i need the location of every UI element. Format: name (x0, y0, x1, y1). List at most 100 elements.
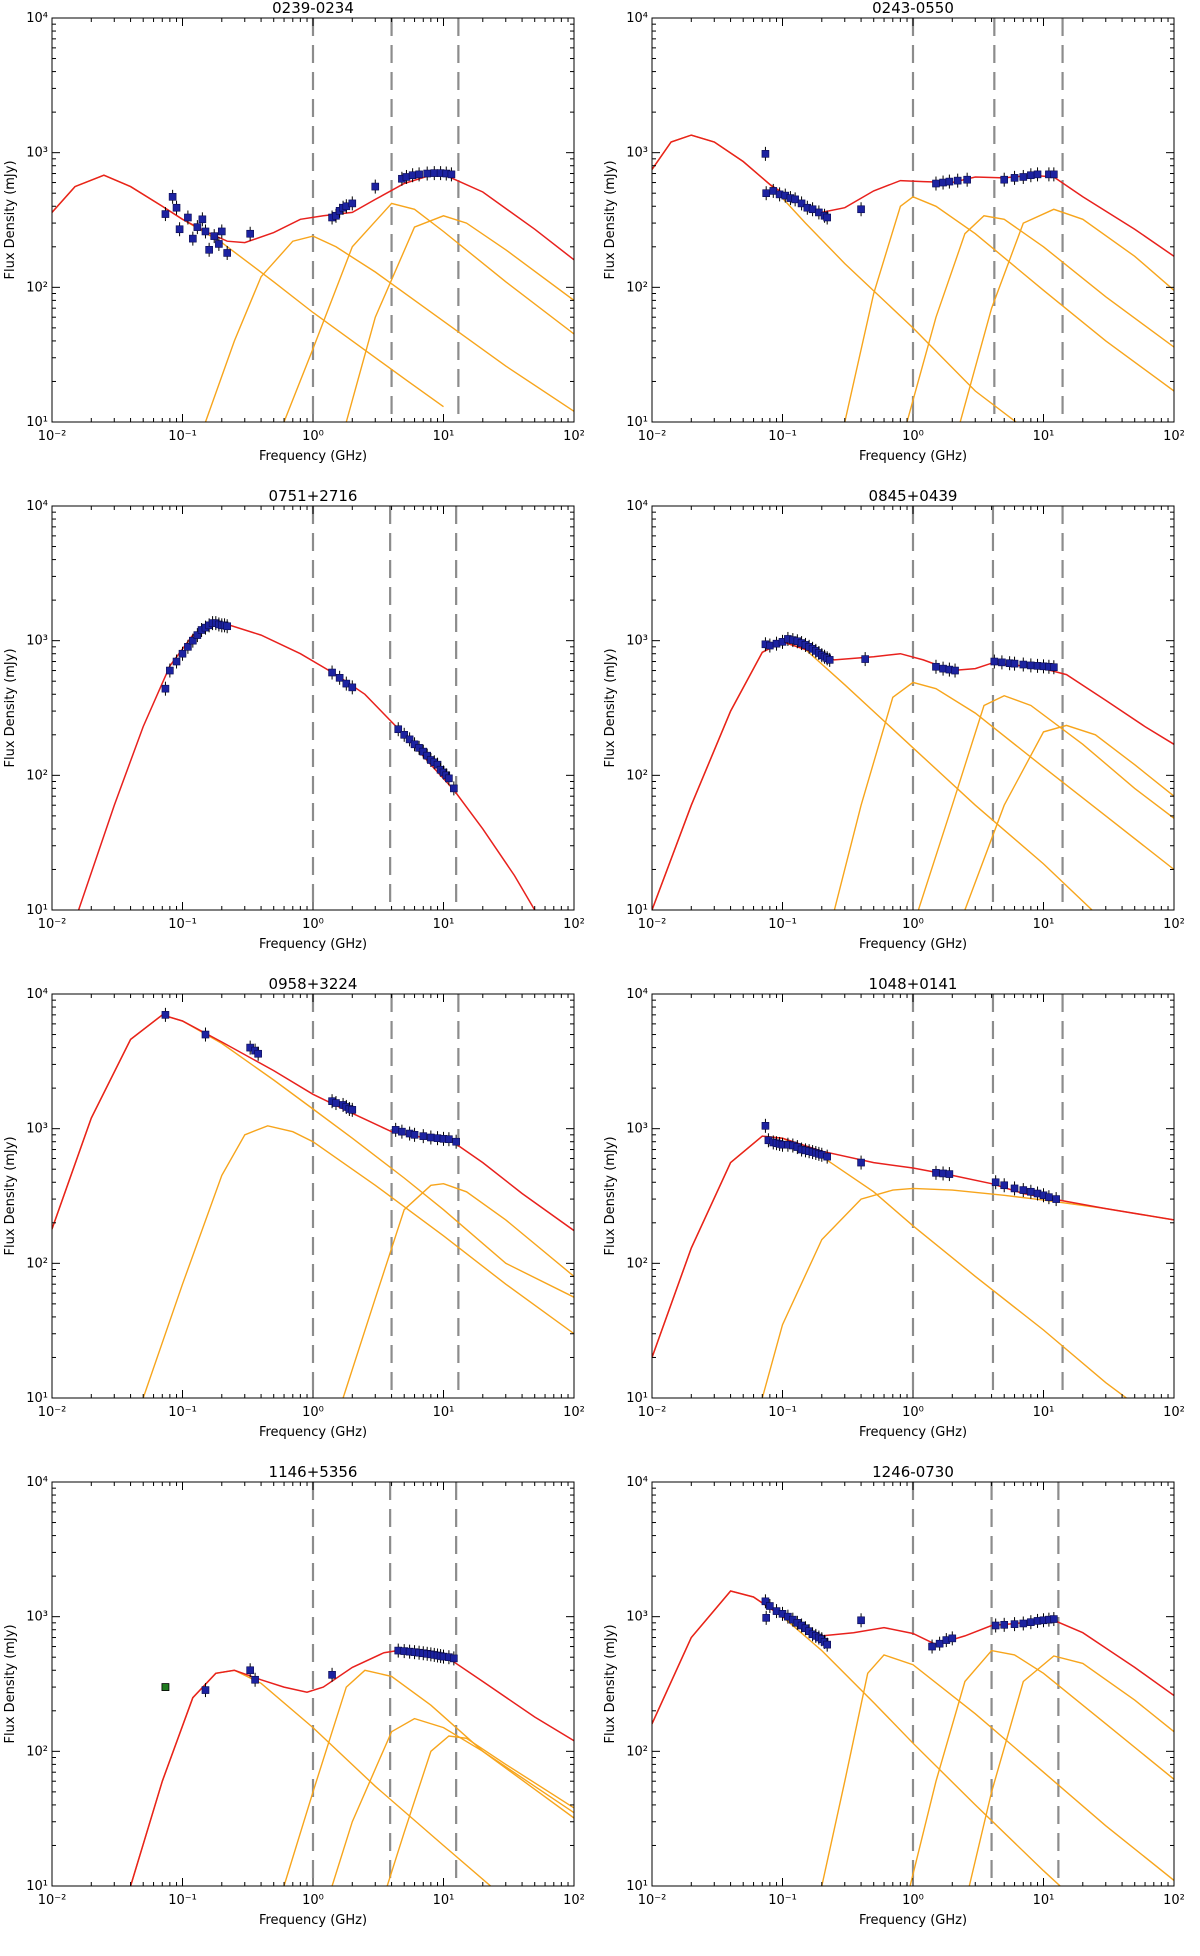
data-point-23 (1027, 168, 1035, 183)
point-marker (1050, 1615, 1058, 1623)
point-marker (223, 249, 231, 257)
x-tick-label: 10¹ (433, 1893, 455, 1908)
point-marker (201, 1686, 210, 1694)
point-marker (166, 666, 174, 675)
data-point-2 (246, 1663, 254, 1678)
data-point-5 (254, 1046, 262, 1061)
x-axis-label: Frequency (GHz) (859, 937, 967, 952)
total-fit-curve (77, 623, 536, 910)
point-marker (254, 1049, 262, 1058)
data-point-31 (447, 167, 456, 182)
data-point-15 (932, 176, 940, 191)
data-point-24 (998, 655, 1006, 670)
y-tick-label: 10⁴ (626, 987, 648, 1002)
data-point-21 (394, 722, 403, 737)
tick-marks (51, 1481, 575, 1887)
point-marker (762, 189, 770, 198)
y-tick-label: 10³ (626, 1122, 648, 1137)
point-marker (761, 150, 770, 158)
point-marker (948, 1634, 957, 1643)
point-marker (184, 213, 192, 222)
point-marker (251, 1675, 259, 1684)
data-point-15 (246, 226, 254, 241)
y-tick-label: 10⁴ (26, 987, 48, 1002)
total-fit-curve (129, 1648, 574, 1886)
data-point-28 (430, 166, 439, 181)
point-marker (335, 673, 344, 682)
x-tick-label: 10⁻¹ (168, 1893, 197, 1908)
panel-1048+0141: 1048+0141 10⁻² 10⁻¹ 10⁰ 10¹ 10² 10¹ 10² 10³ 10⁴ Fr… (600, 975, 1200, 1464)
x-tick-label: 10⁻² (38, 1893, 67, 1908)
point-marker (939, 178, 947, 187)
data-point-18 (861, 652, 869, 667)
x-tick-label: 10⁻² (638, 1405, 667, 1420)
point-marker (450, 1654, 458, 1663)
y-tick-label: 10¹ (26, 1879, 48, 1894)
point-marker (193, 631, 202, 639)
data-point-6 (189, 231, 197, 246)
x-tick-label: 10⁻¹ (768, 429, 797, 444)
x-tick-label: 10¹ (1033, 1405, 1055, 1420)
data-point-25 (1010, 1617, 1019, 1632)
y-axis-label: Flux Density (mJy) (603, 1624, 618, 1743)
data-point-3 (172, 200, 181, 215)
point-marker (394, 725, 403, 734)
data-point-20 (445, 1132, 453, 1147)
data-point-5 (184, 210, 192, 225)
chart-svg: 0239-0234 10⁻² 10⁻¹ 10⁰ 10¹ 10² 10¹ 10² 10³ 10⁴ Fr… (3, 0, 585, 464)
component-curve-3 (917, 694, 1174, 910)
panel-1146+5356: 1146+5356 10⁻² 10⁻¹ 10⁰ 10¹ 10² 10¹ 10² 10³ 10⁴ Fr… (0, 1463, 600, 1952)
y-tick-label: 10⁴ (26, 1475, 48, 1490)
data-point-1 (161, 1007, 170, 1022)
x-tick-label: 10² (1163, 1405, 1185, 1420)
y-tick-label: 10² (26, 280, 48, 295)
component-curve-3 (906, 215, 1174, 422)
y-tick-label: 10³ (26, 1122, 48, 1137)
point-marker (1019, 1619, 1028, 1628)
data-point-17 (945, 174, 954, 189)
point-marker (419, 1132, 428, 1140)
plot-area (52, 994, 574, 1398)
y-axis-label: Flux Density (mJy) (3, 1624, 18, 1743)
data-point-20 (935, 1636, 944, 1651)
plot-area (652, 18, 1174, 422)
data-point-24 (1033, 167, 1042, 182)
x-tick-label: 10⁻¹ (168, 917, 197, 932)
point-marker (178, 649, 187, 658)
x-tick-label: 10¹ (433, 429, 455, 444)
chart-svg: 0958+3224 10⁻² 10⁻¹ 10⁰ 10¹ 10² 10¹ 10² 10³ 10⁴ Fr… (3, 975, 585, 1440)
data-point-22 (371, 179, 380, 194)
point-marker (953, 176, 962, 185)
point-marker (215, 240, 223, 248)
x-tick-label: 10⁻¹ (168, 429, 197, 444)
data-point-4 (175, 222, 184, 237)
point-marker (791, 195, 799, 204)
point-marker (408, 171, 417, 180)
point-marker (447, 170, 456, 179)
point-marker (998, 658, 1006, 667)
data-point-22 (948, 1631, 957, 1646)
data-point-20 (939, 1166, 947, 1181)
panel-1246-0730: 1246-0730 10⁻² 10⁻¹ 10⁰ 10¹ 10² 10¹ 10² 10³ 10⁴ Fr… (600, 1463, 1200, 1952)
component-curve-4 (959, 208, 1174, 422)
y-tick-label: 10³ (626, 634, 648, 649)
point-marker (161, 684, 170, 693)
component-curve-4 (968, 1655, 1174, 1886)
x-tick-label: 10⁻² (38, 1405, 67, 1420)
x-tick-label: 10⁰ (902, 1893, 924, 1908)
component-curve-2 (283, 1669, 574, 1886)
x-tick-label: 10² (563, 1405, 585, 1420)
point-marker (328, 1671, 336, 1679)
x-tick-label: 10⁰ (902, 1405, 924, 1420)
data-point-26 (1050, 167, 1058, 182)
y-tick-label: 10¹ (26, 903, 48, 918)
panel-0243-0550: 0243-0550 10⁻² 10⁻¹ 10⁰ 10¹ 10² 10¹ 10² 10³ 10⁴ Fr… (600, 0, 1200, 488)
point-marker (1010, 1620, 1019, 1628)
x-tick-label: 10⁻² (38, 429, 67, 444)
x-axis-label: Frequency (GHz) (259, 937, 367, 952)
x-axis-label: Frequency (GHz) (859, 449, 967, 464)
data-point-21 (945, 1167, 954, 1182)
y-tick-label: 10² (626, 1256, 648, 1271)
x-tick-label: 10¹ (433, 1405, 455, 1420)
y-tick-label: 10¹ (626, 1879, 648, 1894)
